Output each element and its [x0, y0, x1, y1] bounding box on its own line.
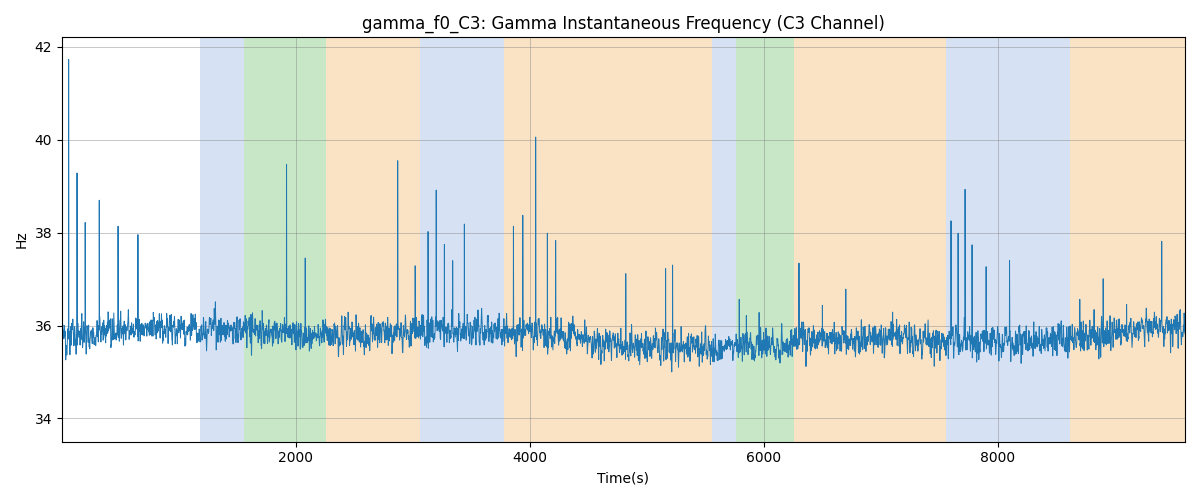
- Bar: [200, 38, 245, 442]
- Bar: [736, 38, 794, 442]
- Bar: [245, 38, 326, 442]
- Bar: [326, 38, 420, 442]
- Bar: [479, 38, 504, 442]
- Bar: [713, 38, 736, 442]
- X-axis label: Time(s): Time(s): [598, 471, 649, 485]
- Bar: [947, 38, 1070, 442]
- Bar: [504, 38, 713, 442]
- Y-axis label: Hz: Hz: [14, 230, 29, 248]
- Title: gamma_f0_C3: Gamma Instantaneous Frequency (C3 Channel): gamma_f0_C3: Gamma Instantaneous Frequen…: [362, 15, 884, 34]
- Bar: [1070, 38, 1186, 442]
- Bar: [794, 38, 947, 442]
- Bar: [420, 38, 479, 442]
